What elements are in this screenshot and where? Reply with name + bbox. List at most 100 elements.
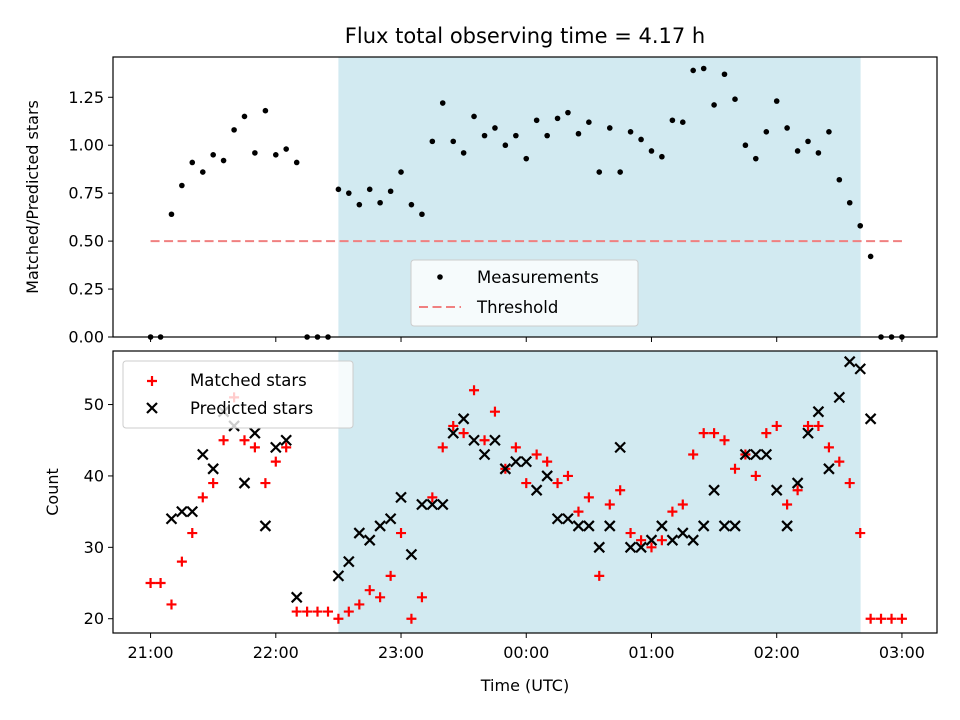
y-tick-label: 0.00: [68, 328, 104, 347]
predicted-star-point: [812, 405, 825, 418]
matched-star-point: [333, 613, 344, 624]
legend-threshold-label: Threshold: [476, 298, 558, 317]
predicted-star-point: [176, 505, 188, 518]
measurement-point: [638, 136, 644, 143]
predicted-star-point: [781, 520, 793, 532]
predicted-star-point: [290, 591, 303, 604]
predicted-star-point: [197, 448, 209, 461]
matched-star-point: [427, 492, 438, 503]
measurement-point: [617, 169, 623, 175]
measurement-point: [335, 186, 342, 193]
matched-star-point: [385, 570, 396, 581]
matched-star-point: [688, 449, 699, 460]
bottom-panel: 21:00 22:00 23:00 00:00 01:00 02:00 03:00 20 30 4…: [43, 350, 938, 662]
matched-star-point: [750, 470, 761, 481]
x-tick-label: 01:00: [628, 643, 674, 662]
plot-frame: [112, 350, 938, 634]
predicted-star-point: [791, 477, 804, 489]
matched-star-point: [667, 506, 678, 517]
x-tick-label: 00:00: [503, 643, 549, 662]
predicted-star-point: [833, 391, 846, 404]
measurement-point: [773, 98, 780, 104]
measurement-point: [346, 190, 352, 196]
legend-measurements-label: Measurements: [477, 268, 599, 287]
measurement-point: [283, 146, 289, 152]
predicted-star-point: [770, 484, 783, 496]
matched-star-point: [416, 592, 427, 603]
measurement-point: [669, 117, 676, 124]
matched-star-point: [364, 585, 375, 596]
predicted-star-point: [677, 527, 689, 539]
matched-star-point: [197, 492, 208, 503]
matched-star-point: [260, 478, 271, 489]
matched-star-point: [803, 420, 814, 431]
predicted-star-point: [593, 541, 606, 554]
predicted-star-point: [416, 498, 428, 511]
measurement-point: [387, 188, 394, 195]
predicted-star-point: [760, 448, 773, 461]
predicted-star-point: [332, 570, 345, 582]
measurement-point: [679, 119, 686, 126]
predicted-star-point: [499, 463, 512, 475]
predicted-star-point: [551, 512, 564, 525]
matched-star-point: [782, 499, 793, 510]
matched-star-point: [323, 606, 334, 617]
legend-box: [410, 259, 639, 327]
measurement-point: [179, 182, 185, 189]
matched-star-point: [291, 606, 302, 617]
legend-matched-marker: [147, 376, 157, 386]
y-axis-label: Matched/Predicted stars: [23, 100, 42, 294]
matched-star-point: [469, 385, 480, 396]
measurement-point: [846, 199, 853, 206]
predicted-star-point: [447, 427, 460, 439]
y-tick-label: 0.25: [68, 280, 104, 299]
measurement-point: [241, 113, 248, 120]
matched-star-point: [396, 528, 407, 539]
matched-star-point: [166, 599, 177, 610]
matched-star-point: [552, 478, 563, 489]
predicted-star-point: [687, 534, 699, 546]
matched-star-point: [813, 420, 824, 431]
matched-star-point: [218, 435, 229, 446]
x-tick-label: 03:00: [879, 643, 925, 662]
measurement-point: [533, 117, 540, 124]
matched-star-point: [865, 613, 876, 624]
measurement-point: [523, 155, 530, 162]
matched-star-point: [542, 456, 553, 467]
predicted-star-point: [436, 498, 449, 511]
measurement-point: [544, 132, 550, 139]
measurement-point: [554, 115, 561, 122]
measurement-point: [606, 125, 613, 131]
predicted-star-point: [426, 498, 439, 511]
matched-star-point: [698, 428, 709, 439]
matched-star-point: [646, 542, 657, 553]
predicted-star-point: [249, 427, 261, 439]
predicted-star-point: [750, 448, 762, 461]
matched-star-point: [145, 578, 156, 589]
matched-star-point: [636, 535, 647, 546]
measurement-point: [502, 142, 509, 149]
y-axis-label: Count: [43, 468, 62, 516]
matched-star-point: [187, 528, 198, 539]
predicted-star-point: [572, 520, 585, 532]
measurement-point: [826, 128, 832, 135]
predicted-star-point: [614, 441, 626, 454]
predicted-star-point: [489, 434, 501, 447]
measurement-point: [513, 132, 519, 139]
legend-predicted-marker: [146, 402, 158, 414]
predicted-star-point: [729, 520, 741, 532]
matched-star-point: [855, 528, 866, 539]
measurement-point: [627, 128, 634, 135]
predicted-star-point: [395, 491, 407, 504]
matched-star-point: [730, 463, 741, 474]
matched-star-point: [479, 435, 490, 446]
measurement-point: [356, 201, 363, 208]
measurement-point: [690, 67, 696, 74]
measurement-point: [700, 65, 707, 72]
predicted-star-point: [405, 548, 418, 561]
measurement-point: [711, 102, 717, 108]
predicted-star-point: [478, 448, 491, 461]
measurement-point: [867, 253, 874, 260]
predicted-star-point: [645, 534, 658, 546]
